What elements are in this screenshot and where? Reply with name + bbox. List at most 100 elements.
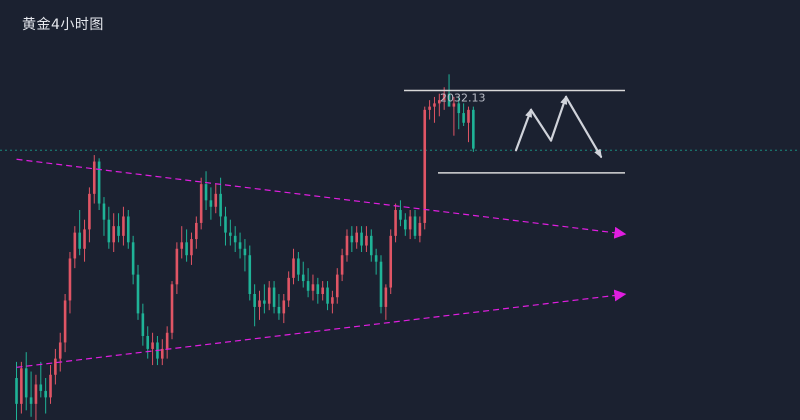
candle-body [360, 232, 363, 246]
candle-body [316, 284, 320, 294]
candle-body [335, 274, 339, 298]
candle-body [457, 103, 461, 114]
candle-body [282, 300, 286, 314]
candle-body [107, 219, 111, 243]
candle-body [345, 235, 349, 256]
candle-body [49, 374, 52, 398]
candle-body [97, 161, 101, 204]
candle-body [462, 113, 465, 123]
candle-body [292, 258, 295, 278]
candle-body [472, 109, 475, 149]
candle-body [229, 232, 232, 236]
candle-body [112, 226, 115, 243]
candle-body [428, 106, 431, 110]
candle-body [413, 216, 417, 236]
candle-body [331, 297, 334, 304]
candle-body [384, 287, 388, 307]
candle-body [287, 277, 290, 301]
candle-body [340, 255, 344, 275]
candle-body [389, 235, 393, 288]
candle-body [404, 219, 407, 230]
candle-body [122, 216, 125, 236]
candle-body [204, 184, 208, 201]
price-label: 2032.13 [440, 91, 486, 104]
candle-body [24, 368, 28, 398]
candle-body [224, 216, 227, 233]
candle-body [170, 284, 174, 333]
candle-body [311, 284, 315, 291]
candle-body [44, 390, 47, 398]
candle-body [365, 235, 368, 246]
candle-body [374, 255, 378, 262]
candle-body [452, 103, 456, 107]
candle-body [58, 342, 62, 359]
candle-body [418, 222, 422, 236]
candle-body [248, 255, 252, 294]
candle-body [447, 93, 451, 107]
candle-body [20, 368, 23, 404]
candle-body [321, 287, 324, 294]
candle-body [39, 384, 43, 391]
candle-body [379, 261, 383, 307]
candle-body [136, 274, 140, 314]
projection-arrow-segment [529, 108, 553, 142]
candle-body [175, 248, 179, 285]
candle-body [151, 342, 154, 349]
candle-body [117, 226, 120, 236]
candle-body [408, 216, 412, 230]
candle-body [63, 300, 67, 343]
candle-body [258, 300, 261, 307]
candle-body [131, 242, 135, 275]
candle-body [195, 222, 198, 240]
candle-body [68, 258, 72, 301]
candle-body [92, 161, 96, 194]
candle-body [355, 232, 358, 243]
projection-arrow-segment [514, 108, 533, 152]
candle-body [209, 200, 213, 207]
candle-body [29, 397, 33, 404]
candle-body [301, 274, 305, 282]
candle-body [233, 235, 237, 243]
candle-body [214, 193, 218, 207]
candle-body [199, 184, 203, 223]
candle-body [467, 109, 470, 123]
candle-body [238, 242, 242, 249]
candle-body [297, 258, 300, 275]
candle-body [73, 232, 77, 259]
candle-body [34, 384, 38, 404]
candle-body [433, 103, 436, 107]
candle-body [306, 281, 310, 291]
candle-body [54, 358, 57, 375]
candle-body [326, 287, 329, 304]
candle-body [277, 306, 281, 314]
candle-body [141, 313, 145, 336]
candle-body [394, 210, 397, 236]
candle-body [423, 109, 427, 223]
candle-body [438, 100, 441, 104]
candle-body [263, 300, 266, 304]
projection-arrow-segment [549, 95, 568, 142]
candle-body [243, 248, 247, 256]
candle-body [253, 294, 256, 307]
candle-body [350, 235, 354, 243]
candle-body [83, 229, 86, 249]
candle-body [180, 242, 184, 249]
trendline-lower [16, 289, 627, 368]
candle-body [267, 287, 271, 304]
candle-body [442, 93, 446, 101]
candle-body [185, 242, 188, 256]
candle-body [161, 348, 164, 359]
candle-body [146, 336, 150, 349]
candle-body [15, 378, 18, 404]
candle-body [272, 287, 276, 307]
candle-body [219, 193, 222, 217]
chart-title: 黄金4小时图 [22, 17, 104, 33]
candle-body [102, 203, 106, 220]
candle-body [78, 232, 81, 249]
projection-arrow-segment [564, 95, 603, 159]
candle-body [165, 332, 169, 349]
candle-body [369, 235, 373, 256]
trendline-upper [16, 158, 627, 239]
